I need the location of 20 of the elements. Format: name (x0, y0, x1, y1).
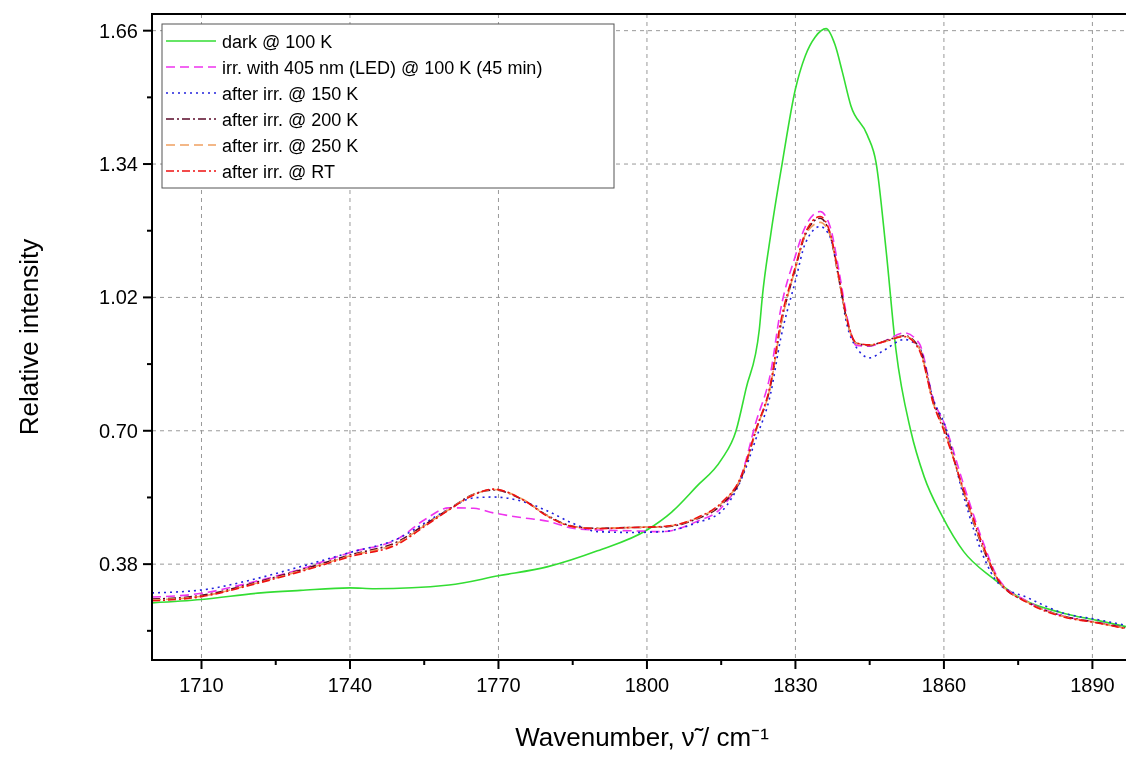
y-tick-label: 0.38 (99, 553, 138, 576)
x-tick-label: 1770 (476, 674, 521, 696)
legend-label: after irr. @ 250 K (222, 136, 359, 156)
legend-label: after irr. @ RT (222, 162, 335, 182)
legend-label: after irr. @ 150 K (222, 84, 359, 104)
y-tick-label: 1.02 (99, 286, 138, 309)
y-tick-label: 0.70 (99, 419, 138, 442)
x-tick-label: 1740 (327, 674, 373, 696)
y-tick-label: 1.34 (99, 153, 138, 176)
legend-label: dark @ 100 K (222, 32, 333, 52)
x-tick-label: 1890 (1070, 674, 1115, 696)
y-axis-title: Relative intensity (14, 238, 44, 436)
x-tick-label: 1710 (179, 674, 224, 696)
x-tick-label: 1800 (624, 674, 670, 696)
x-axis-title: Wavenumber, ν̃ / cm⁻¹ (515, 722, 770, 752)
y-tick-label: 1.66 (99, 19, 138, 42)
x-tick-label: 1860 (921, 674, 967, 696)
legend-label: irr. with 405 nm (LED) @ 100 K (45 min) (222, 58, 543, 78)
legend-label: after irr. @ 200 K (222, 110, 359, 130)
x-tick-label: 1830 (773, 674, 818, 696)
